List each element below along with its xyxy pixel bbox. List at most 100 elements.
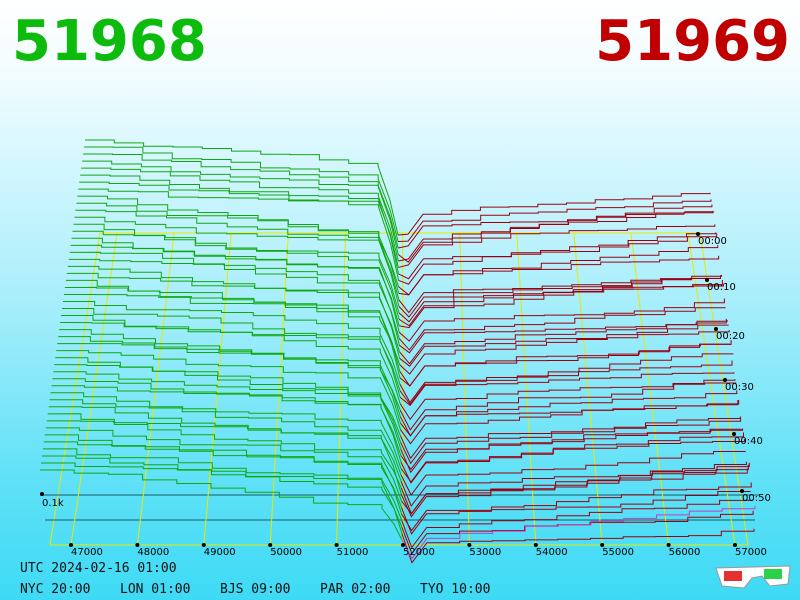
tick-dot [401, 543, 405, 547]
ask-depth-line [399, 390, 738, 437]
bid-depth-line [78, 188, 400, 281]
bid-depth-line [83, 153, 399, 249]
tick-dot [69, 543, 73, 547]
bid-depth-line [40, 469, 403, 541]
time-tick-label: 00:50 [742, 493, 771, 504]
ask-price: 51969 [595, 9, 790, 74]
tick-dot [135, 543, 140, 547]
ask-depth-line [400, 400, 739, 437]
bid-depth-line [51, 385, 402, 463]
ask-depth-line [400, 464, 749, 518]
city-time: PAR 02:00 [320, 582, 390, 597]
bid-depth-line [84, 146, 399, 242]
tick-dot [533, 543, 538, 547]
ask-depth-line [399, 372, 735, 407]
price-tick-label: 51000 [337, 547, 369, 558]
bid-depth-line [77, 195, 400, 288]
bid-depth-line [82, 160, 399, 255]
grid-line [203, 232, 232, 546]
grid-line [459, 232, 470, 546]
tick-dot [714, 327, 718, 331]
ask-depth-line [398, 233, 718, 285]
ask-depth-line [401, 482, 752, 532]
price-tick-label: 56000 [669, 547, 701, 558]
bid-depth-line [41, 455, 403, 528]
price-tick-label: 49000 [204, 547, 236, 558]
time-tick-label: 00:40 [734, 436, 763, 447]
tick-dot [40, 492, 44, 496]
ask-depth-line [399, 283, 724, 329]
bid-depth-line [46, 420, 402, 495]
bid-depth-line [55, 357, 402, 437]
tick-dot [696, 232, 700, 236]
ask-depth-line [399, 320, 728, 365]
ask-depth-line [400, 439, 745, 483]
ask-depth-line [399, 340, 732, 387]
tick-dot [705, 278, 709, 282]
ask-depth-line [401, 491, 751, 535]
bid-depth-line [64, 286, 401, 372]
ask-depth-line [398, 255, 720, 296]
tick-dot [600, 543, 605, 547]
bid-depth-line [81, 167, 399, 262]
bid-depth-line [48, 406, 402, 482]
price-tick-label: 54000 [536, 547, 568, 558]
bid-depth-line [76, 202, 400, 294]
bid-depth-line [85, 139, 399, 236]
bid-depth-line [53, 371, 402, 450]
bid-depth-line [59, 329, 401, 411]
bid-depth-line [74, 216, 400, 307]
ask-depth-line [398, 211, 715, 262]
bid-depth-line [50, 392, 402, 469]
ask-depth-line [398, 204, 713, 249]
ask-depth-line [399, 382, 737, 431]
ask-depth-line [399, 360, 733, 404]
bid-depth-line [40, 462, 403, 534]
ask-depth-line [399, 353, 734, 406]
bid-depth-line [69, 251, 400, 339]
tick-dot [467, 543, 472, 547]
depth-lines [40, 139, 756, 564]
price-tick-label: 57000 [735, 547, 767, 558]
bid-depth-line [60, 322, 401, 404]
bid-depth-line [63, 293, 401, 378]
city-time: TYO 10:00 [420, 582, 490, 597]
ask-depth-line [398, 232, 717, 280]
tick-dot [268, 543, 273, 547]
bid-depth-line [75, 209, 400, 301]
ask-depth-line [398, 298, 725, 342]
bid-depth-line [66, 272, 401, 359]
bid-price: 51968 [12, 9, 207, 74]
ask-depth-line [401, 462, 750, 515]
bid-depth-line [73, 223, 400, 314]
time-tick-label: 00:30 [725, 382, 754, 393]
city-time: NYC 20:00 [20, 582, 90, 597]
city-time: LON 01:00 [120, 582, 190, 597]
ask-depth-line [401, 499, 753, 549]
ask-depth-line [400, 461, 747, 508]
price-tick-label: 50000 [270, 547, 302, 558]
ask-depth-line [398, 278, 721, 314]
ask-depth-line [400, 416, 742, 465]
bid-depth-line [62, 307, 401, 391]
ask-depth-line [398, 245, 719, 296]
time-tick-label: 00:00 [698, 236, 727, 247]
bid-depth-line [80, 174, 399, 268]
bid-depth-line [62, 300, 401, 385]
bid-depth-line [57, 343, 401, 424]
price-tick-label: 47000 [71, 547, 103, 558]
ask-depth-line [401, 506, 756, 560]
tick-dot [334, 543, 339, 547]
ask-depth-line [400, 428, 743, 474]
tick-dot [666, 543, 671, 547]
price-tick-label: 55000 [602, 547, 634, 558]
time-tick-label: 00:20 [716, 331, 745, 342]
volume-label: 0.1k [42, 498, 64, 509]
bid-depth-line [79, 181, 399, 275]
time-tick-label: 00:10 [707, 282, 736, 293]
ask-depth-line [400, 428, 744, 471]
ask-depth-line [398, 224, 716, 268]
city-time: BJS 09:00 [220, 582, 290, 597]
